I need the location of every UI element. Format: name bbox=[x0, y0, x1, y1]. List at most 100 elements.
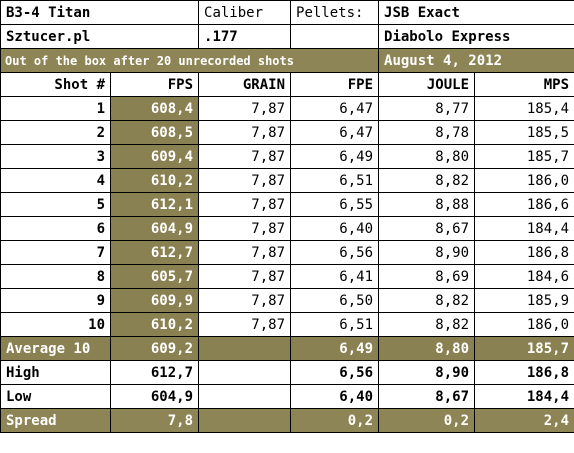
average-mps: 185,7 bbox=[474, 336, 574, 361]
mps-value: 186,6 bbox=[474, 192, 574, 217]
fps-value: 610,2 bbox=[109, 312, 200, 337]
fpe-value: 6,41 bbox=[290, 264, 380, 289]
average-row: Average 10 609,2 6,49 8,80 185,7 bbox=[0, 336, 574, 361]
pellet-brand: JSB Exact bbox=[378, 0, 574, 25]
shot-number: 8 bbox=[0, 264, 111, 289]
spread-label: Spread bbox=[0, 408, 111, 433]
high-grain-empty bbox=[198, 360, 292, 385]
fps-value: 608,5 bbox=[109, 120, 200, 145]
spread-fpe: 0,2 bbox=[290, 408, 380, 433]
grain-value: 7,87 bbox=[198, 96, 292, 121]
grain-value: 7,87 bbox=[198, 120, 292, 145]
average-joule: 8,80 bbox=[378, 336, 476, 361]
grain-value: 7,87 bbox=[198, 312, 292, 337]
fpe-value: 6,55 bbox=[290, 192, 380, 217]
average-grain-empty bbox=[198, 336, 292, 361]
spread-joule: 0,2 bbox=[378, 408, 476, 433]
fpe-value: 6,40 bbox=[290, 216, 380, 241]
shot-number: 6 bbox=[0, 216, 111, 241]
grain-value: 7,87 bbox=[198, 144, 292, 169]
caliber-label: Caliber bbox=[198, 0, 292, 25]
joule-value: 8,67 bbox=[378, 216, 476, 241]
grain-value: 7,87 bbox=[198, 288, 292, 313]
pellets-label: Pellets: bbox=[290, 0, 380, 25]
spread-grain-empty bbox=[198, 408, 292, 433]
low-grain-empty bbox=[198, 384, 292, 409]
grain-value: 7,87 bbox=[198, 192, 292, 217]
joule-value: 8,69 bbox=[378, 264, 476, 289]
joule-value: 8,82 bbox=[378, 168, 476, 193]
high-fps: 612,7 bbox=[109, 360, 200, 385]
high-mps: 186,8 bbox=[474, 360, 574, 385]
spread-row: Spread 7,8 0,2 0,2 2,4 bbox=[0, 408, 574, 433]
table-row: 1 608,4 7,87 6,47 8,77 185,4 bbox=[0, 96, 574, 121]
header-joule: JOULE bbox=[378, 72, 476, 97]
mps-value: 185,5 bbox=[474, 120, 574, 145]
average-label: Average 10 bbox=[0, 336, 111, 361]
mps-value: 185,7 bbox=[474, 144, 574, 169]
low-joule: 8,67 bbox=[378, 384, 476, 409]
joule-value: 8,80 bbox=[378, 144, 476, 169]
fps-value: 610,2 bbox=[109, 168, 200, 193]
chrono-table: B3-4 Titan Caliber Pellets: JSB Exact Sz… bbox=[0, 0, 574, 433]
table-row: 10 610,2 7,87 6,51 8,82 186,0 bbox=[0, 312, 574, 337]
low-row: Low 604,9 6,40 8,67 184,4 bbox=[0, 384, 574, 409]
fpe-value: 6,50 bbox=[290, 288, 380, 313]
info-row-1: B3-4 Titan Caliber Pellets: JSB Exact bbox=[0, 0, 574, 25]
table-row: 2 608,5 7,87 6,47 8,78 185,5 bbox=[0, 120, 574, 145]
shot-number: 2 bbox=[0, 120, 111, 145]
test-date: August 4, 2012 bbox=[378, 48, 574, 73]
mps-value: 185,4 bbox=[474, 96, 574, 121]
mps-value: 185,9 bbox=[474, 288, 574, 313]
spread-fps: 7,8 bbox=[109, 408, 200, 433]
spread-mps: 2,4 bbox=[474, 408, 574, 433]
shot-number: 3 bbox=[0, 144, 111, 169]
fpe-value: 6,47 bbox=[290, 96, 380, 121]
table-row: 9 609,9 7,87 6,50 8,82 185,9 bbox=[0, 288, 574, 313]
column-header-row: Shot # FPS GRAIN FPE JOULE MPS bbox=[0, 72, 574, 97]
header-fps: FPS bbox=[109, 72, 200, 97]
header-fpe: FPE bbox=[290, 72, 380, 97]
average-fps: 609,2 bbox=[109, 336, 200, 361]
fps-value: 605,7 bbox=[109, 264, 200, 289]
mps-value: 186,0 bbox=[474, 312, 574, 337]
low-fps: 604,9 bbox=[109, 384, 200, 409]
empty-cell bbox=[290, 24, 380, 49]
shot-number: 4 bbox=[0, 168, 111, 193]
shot-number: 10 bbox=[0, 312, 111, 337]
fpe-value: 6,47 bbox=[290, 120, 380, 145]
info-row-2: Sztucer.pl .177 Diabolo Express bbox=[0, 24, 574, 49]
grain-value: 7,87 bbox=[198, 240, 292, 265]
fps-value: 604,9 bbox=[109, 216, 200, 241]
header-mps: MPS bbox=[474, 72, 574, 97]
low-mps: 184,4 bbox=[474, 384, 574, 409]
header-grain: GRAIN bbox=[198, 72, 292, 97]
joule-value: 8,77 bbox=[378, 96, 476, 121]
joule-value: 8,82 bbox=[378, 288, 476, 313]
average-fpe: 6,49 bbox=[290, 336, 380, 361]
fpe-value: 6,56 bbox=[290, 240, 380, 265]
gun-name: B3-4 Titan bbox=[0, 0, 200, 25]
test-note: Out of the box after 20 unrecorded shots bbox=[0, 48, 380, 73]
shot-number: 5 bbox=[0, 192, 111, 217]
low-fpe: 6,40 bbox=[290, 384, 380, 409]
fpe-value: 6,51 bbox=[290, 168, 380, 193]
table-row: 6 604,9 7,87 6,40 8,67 184,4 bbox=[0, 216, 574, 241]
table-row: 3 609,4 7,87 6,49 8,80 185,7 bbox=[0, 144, 574, 169]
fps-value: 608,4 bbox=[109, 96, 200, 121]
fps-value: 612,7 bbox=[109, 240, 200, 265]
joule-value: 8,90 bbox=[378, 240, 476, 265]
fps-value: 609,9 bbox=[109, 288, 200, 313]
high-joule: 8,90 bbox=[378, 360, 476, 385]
fpe-value: 6,51 bbox=[290, 312, 380, 337]
table-row: 7 612,7 7,87 6,56 8,90 186,8 bbox=[0, 240, 574, 265]
high-label: High bbox=[0, 360, 111, 385]
table-row: 5 612,1 7,87 6,55 8,88 186,6 bbox=[0, 192, 574, 217]
joule-value: 8,82 bbox=[378, 312, 476, 337]
table-row: 8 605,7 7,87 6,41 8,69 184,6 bbox=[0, 264, 574, 289]
source-site: Sztucer.pl bbox=[0, 24, 200, 49]
mps-value: 186,0 bbox=[474, 168, 574, 193]
fps-value: 609,4 bbox=[109, 144, 200, 169]
high-row: High 612,7 6,56 8,90 186,8 bbox=[0, 360, 574, 385]
shot-number: 7 bbox=[0, 240, 111, 265]
